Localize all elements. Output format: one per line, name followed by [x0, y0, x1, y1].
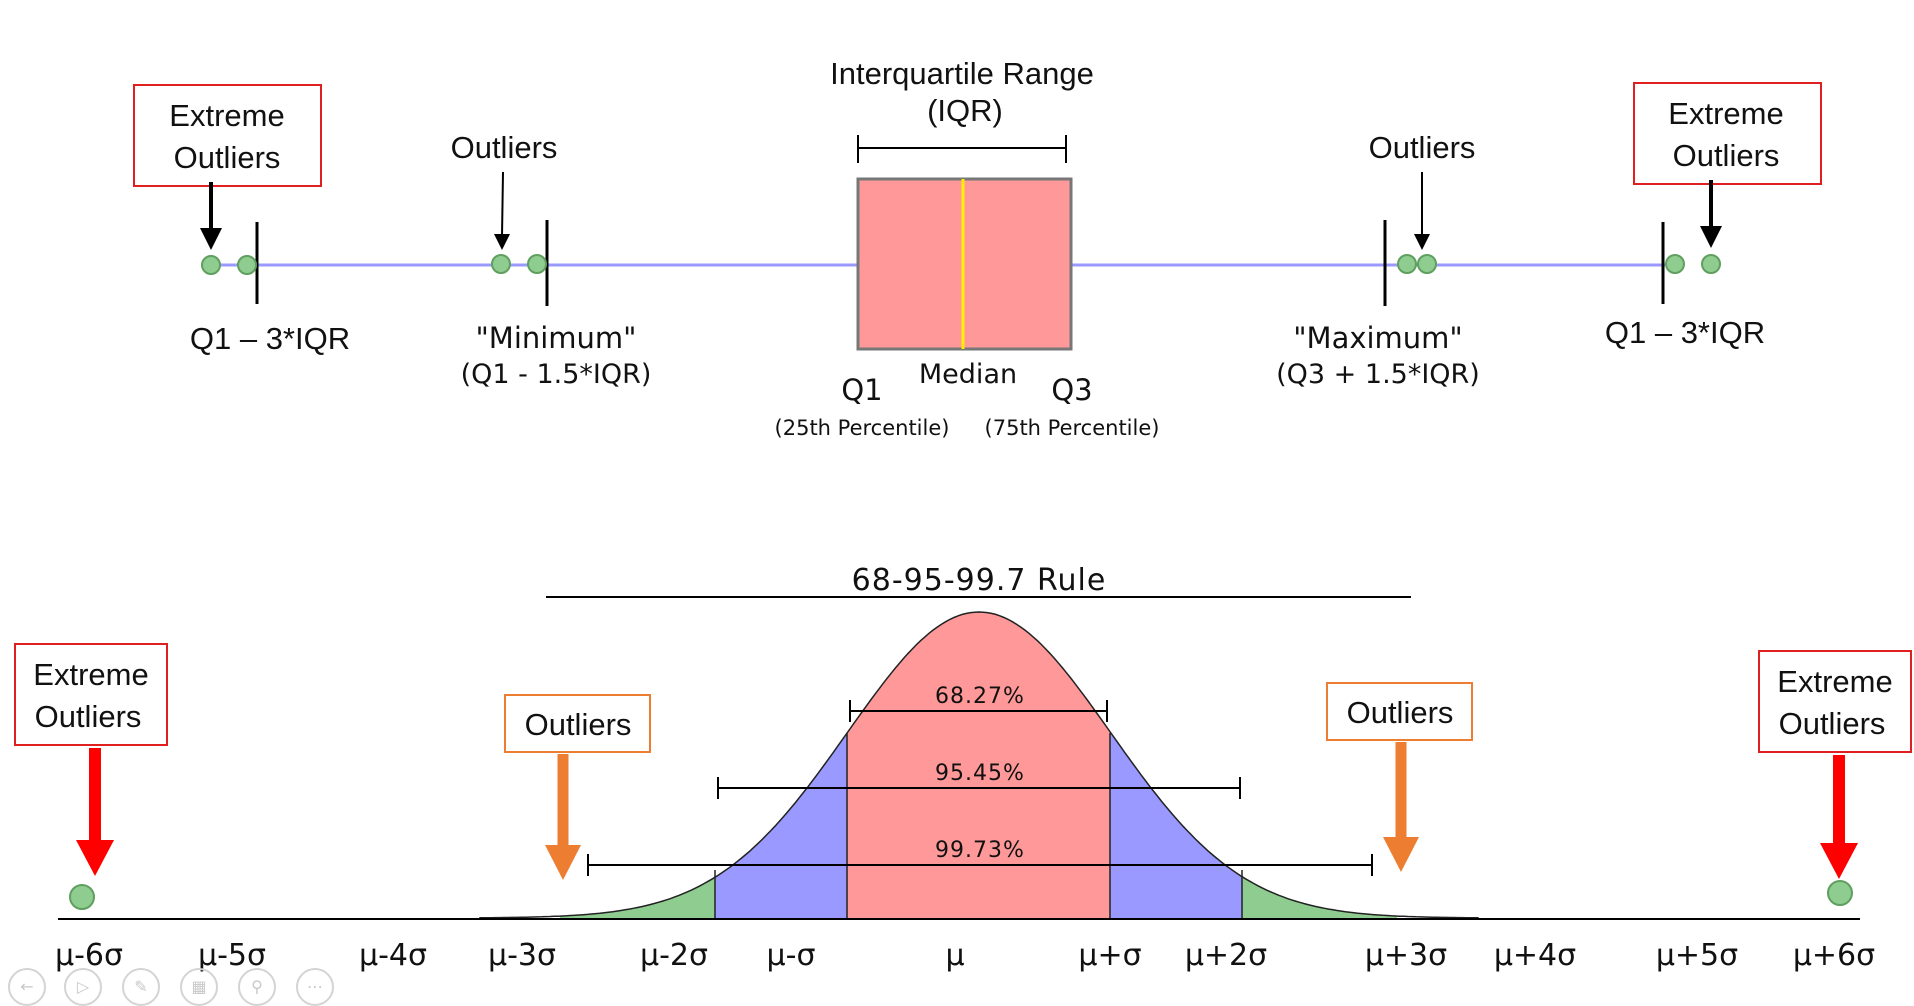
maximum-formula: (Q3 + 1.5*IQR)	[1276, 359, 1480, 390]
axis-label: μ+4σ	[1494, 938, 1576, 973]
axis-label: μ-6σ	[55, 938, 123, 973]
orange-arrow-left-head	[545, 845, 581, 880]
axis-labels: μ-6σ μ-5σ μ-4σ μ-3σ μ-2σ μ-σ μ μ+σ μ+2σ …	[55, 938, 1875, 973]
extreme-outliers-right-line2: Outliers	[1673, 138, 1780, 173]
arrow-outliers-left-shaft	[501, 171, 504, 237]
red-arrow-left-head	[76, 840, 114, 876]
outliers-left-label: Outliers	[451, 130, 558, 165]
axis-label: μ-5σ	[198, 938, 266, 973]
q1-sub: (25th Percentile)	[775, 416, 950, 440]
axis-label: μ+σ	[1078, 938, 1141, 973]
pct-2sigma: 95.45%	[935, 761, 1025, 786]
more-icon[interactable]: ⋯	[296, 968, 334, 1006]
outlier-point	[491, 254, 511, 274]
axis-label: μ+3σ	[1365, 938, 1447, 973]
bottom-extreme-left-line1: Extreme	[33, 657, 148, 692]
arrow-outliers-left-head	[494, 234, 510, 250]
axis-label: μ+6σ	[1793, 938, 1875, 973]
pct-1sigma: 68.27%	[935, 684, 1025, 709]
rule-title: 68-95-99.7 Rule	[852, 563, 1107, 598]
outlier-point	[1397, 254, 1417, 274]
outliers-callout-bottom-right	[1326, 682, 1473, 741]
outlier-point	[1665, 254, 1685, 274]
bottom-outliers-right: Outliers	[1347, 695, 1454, 730]
iqr-title-line1: Interquartile Range	[830, 56, 1094, 91]
previous-icon[interactable]: ←	[8, 968, 46, 1006]
extreme-outliers-callout-bottom-left	[14, 643, 168, 746]
pen-icon[interactable]: ✎	[122, 968, 160, 1006]
minimum-label: "Minimum"	[475, 321, 636, 355]
extreme-outliers-callout-right	[1633, 82, 1822, 185]
extreme-outliers-left-line1: Extreme	[169, 98, 284, 133]
outlier-point	[527, 254, 547, 274]
maximum-label: "Maximum"	[1293, 321, 1463, 355]
q3-label: Q3	[1051, 373, 1092, 407]
normal-distribution: 68-95-99.7 Rule 68.27% 95.45% 99.73%	[14, 563, 1912, 973]
boxplot: Interquartile Range (IQR) Extreme Outlie…	[133, 56, 1822, 440]
red-arrow-right-head	[1820, 843, 1858, 879]
axis-label: μ-3σ	[488, 938, 556, 973]
q1-minus-3iqr-right: Q1 – 3*IQR	[1605, 315, 1765, 350]
zoom-icon[interactable]: ⚲	[238, 968, 276, 1006]
q3-sub: (75th Percentile)	[985, 416, 1160, 440]
extreme-outliers-left-line2: Outliers	[174, 140, 281, 175]
bell-curve	[479, 611, 1479, 919]
arrow-outliers-right-head	[1414, 234, 1430, 250]
outliers-callout-bottom-left	[504, 694, 651, 753]
slides-icon[interactable]: ▦	[180, 968, 218, 1006]
curve-regions	[560, 612, 1397, 918]
outlier-point	[201, 255, 221, 275]
axis-label: μ	[945, 938, 964, 973]
outlier-point	[237, 255, 257, 275]
axis-label: μ-2σ	[640, 938, 708, 973]
bottom-extreme-right-line2: Outliers	[1779, 706, 1886, 741]
extreme-outliers-callout-left	[133, 84, 322, 187]
play-icon[interactable]: ▷	[64, 968, 102, 1006]
axis-label: μ-4σ	[359, 938, 427, 973]
bottom-extreme-left-line2: Outliers	[35, 699, 142, 734]
arrow-extreme-left-head	[200, 228, 222, 250]
outlier-point	[1701, 254, 1721, 274]
median-label: Median	[919, 359, 1017, 390]
axis-label: μ-σ	[767, 938, 816, 973]
extreme-point-right	[1827, 880, 1853, 906]
bottom-extreme-right-line1: Extreme	[1777, 664, 1892, 699]
extreme-outliers-callout-bottom-right	[1758, 650, 1912, 753]
q1-minus-3iqr-left: Q1 – 3*IQR	[190, 321, 350, 356]
outlier-point	[1417, 254, 1437, 274]
q1-label: Q1	[841, 373, 882, 407]
minimum-formula: (Q1 - 1.5*IQR)	[461, 359, 652, 390]
tail-region-right	[1242, 612, 1397, 918]
one-sigma-region	[847, 612, 1110, 918]
bottom-outliers-left: Outliers	[525, 707, 632, 742]
tail-region-left	[560, 612, 715, 918]
pct-3sigma: 99.73%	[935, 838, 1025, 863]
extreme-point-left	[69, 884, 95, 910]
axis-label: μ+5σ	[1656, 938, 1738, 973]
outliers-right-label: Outliers	[1369, 130, 1476, 165]
arrow-extreme-right-head	[1700, 226, 1722, 248]
axis-label: μ+2σ	[1185, 938, 1267, 973]
orange-arrow-right-head	[1383, 837, 1419, 872]
extreme-outliers-right-line1: Extreme	[1668, 96, 1783, 131]
iqr-title-line2: (IQR)	[927, 93, 1003, 128]
